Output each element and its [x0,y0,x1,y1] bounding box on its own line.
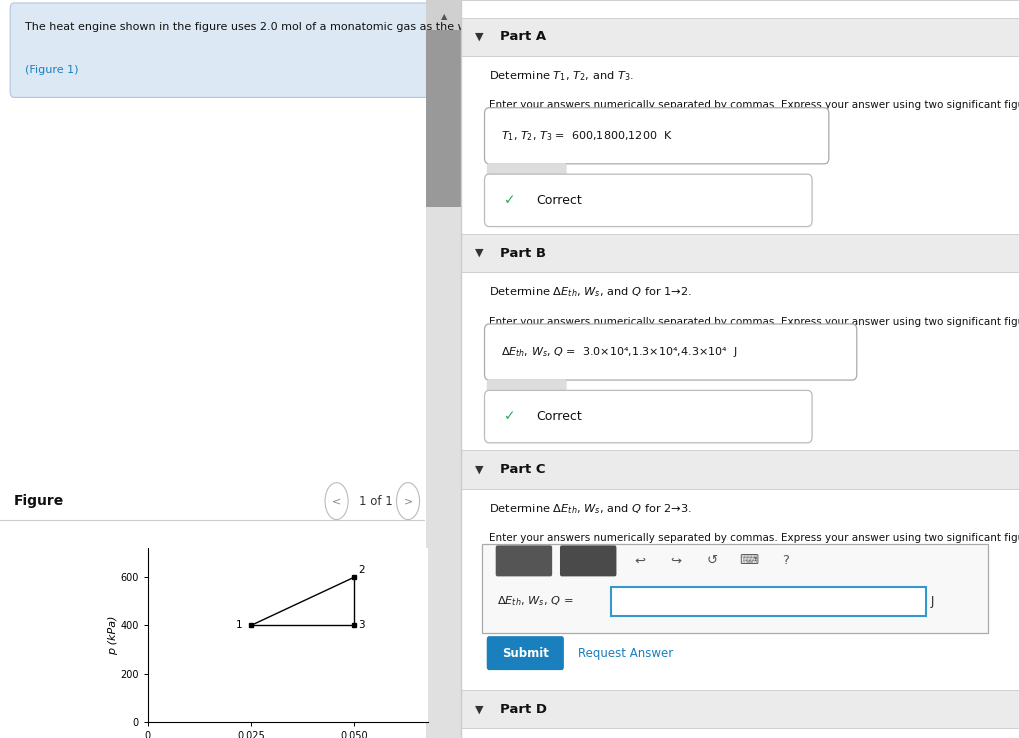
Text: $T_1$, $T_2$, $T_3$ =  600,1800,1200  K: $T_1$, $T_2$, $T_3$ = 600,1800,1200 K [500,129,673,142]
Text: Part D: Part D [499,703,546,716]
Text: ↪: ↪ [671,554,681,568]
Text: ⌨: ⌨ [739,554,758,568]
FancyBboxPatch shape [610,587,925,616]
FancyBboxPatch shape [484,390,811,443]
Text: ↺: ↺ [706,554,717,568]
Text: 1 of 1: 1 of 1 [359,494,392,508]
Text: ✓: ✓ [504,193,516,207]
Text: ↩: ↩ [634,554,645,568]
FancyBboxPatch shape [481,544,987,633]
Text: J: J [929,595,933,608]
Bar [461,18,1019,56]
Text: <: < [331,496,340,506]
FancyBboxPatch shape [484,174,811,227]
Text: ▼: ▼ [475,464,483,475]
FancyBboxPatch shape [486,636,564,670]
Bar [461,450,1019,489]
Text: Part B: Part B [499,246,545,260]
Text: Correct: Correct [536,410,582,423]
Bar [461,690,1019,728]
Text: Previous Answers: Previous Answers [578,175,676,185]
Bar [461,234,1019,272]
Text: Enter your answers numerically separated by commas. Express your answer using tw: Enter your answers numerically separated… [488,533,1019,543]
FancyBboxPatch shape [484,324,856,380]
FancyBboxPatch shape [559,545,615,576]
Text: Determine $\Delta E_{th}$, $W_s$, and $Q$ for 1→2.: Determine $\Delta E_{th}$, $W_s$, and $Q… [488,286,691,300]
Text: $\Delta E_{th}$, $W_s$, $Q$ =: $\Delta E_{th}$, $W_s$, $Q$ = [497,595,574,608]
FancyBboxPatch shape [495,545,551,576]
Circle shape [396,483,419,520]
Text: Previous Answers: Previous Answers [578,391,676,401]
Text: Correct: Correct [536,194,582,207]
FancyBboxPatch shape [484,108,828,164]
Text: 1: 1 [236,621,243,630]
Bar [426,0,461,30]
Text: ΑΣΦ: ΑΣΦ [576,556,599,566]
Text: Part A: Part A [499,30,546,44]
Text: (Figure 1): (Figure 1) [25,65,78,75]
Text: Enter your answers numerically separated by commas. Express your answer using tw: Enter your answers numerically separated… [488,100,1019,111]
Bar [426,0,461,738]
Text: Submit: Submit [504,175,548,185]
Text: ■√□: ■√□ [510,556,536,566]
Text: ?: ? [781,554,788,568]
Text: Part C: Part C [499,463,545,476]
Y-axis label: p (kPa): p (kPa) [107,615,117,655]
Text: Submit: Submit [501,646,548,660]
Text: ▲: ▲ [440,12,446,21]
FancyBboxPatch shape [486,163,567,197]
Text: >: > [403,496,413,506]
Text: ▼: ▼ [475,32,483,42]
Text: Request Answer: Request Answer [578,646,673,660]
Text: ▼: ▼ [475,704,483,714]
Text: 2: 2 [358,565,365,576]
Circle shape [325,483,347,520]
Text: ▼: ▼ [475,248,483,258]
Text: Determine $T_1$, $T_2$, and $T_3$.: Determine $T_1$, $T_2$, and $T_3$. [488,69,633,83]
Text: ✓: ✓ [504,410,516,424]
Bar [426,30,461,207]
Text: The heat engine shown in the figure uses 2.0 mol of a monatomic gas as the worki: The heat engine shown in the figure uses… [25,22,566,32]
Text: Determine $\Delta E_{th}$, $W_s$, and $Q$ for 2→3.: Determine $\Delta E_{th}$, $W_s$, and $Q… [488,502,691,516]
Text: Enter your answers numerically separated by commas. Express your answer using tw: Enter your answers numerically separated… [488,317,1019,327]
Text: Figure: Figure [14,494,64,508]
Text: Submit: Submit [504,391,548,401]
Text: 3: 3 [358,621,365,630]
Text: $\Delta E_{th}$, $W_s$, $Q$ =  3.0×10⁴,1.3×10⁴,4.3×10⁴  J: $\Delta E_{th}$, $W_s$, $Q$ = 3.0×10⁴,1.… [500,345,737,359]
FancyBboxPatch shape [10,3,436,97]
FancyBboxPatch shape [486,379,567,413]
